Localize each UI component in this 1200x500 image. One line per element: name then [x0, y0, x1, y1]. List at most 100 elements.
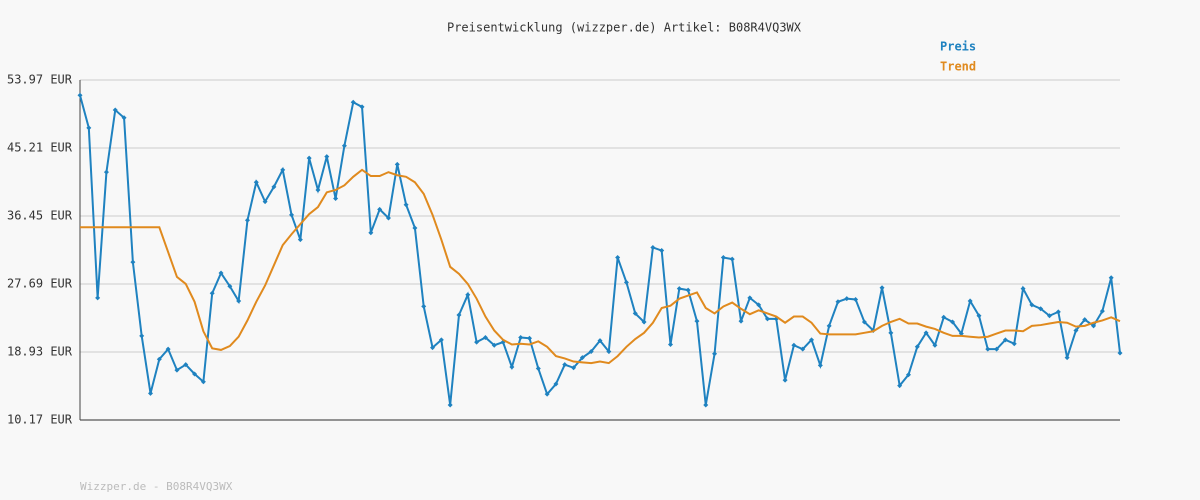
point	[1073, 327, 1079, 333]
point	[218, 270, 224, 276]
point	[597, 338, 603, 344]
point	[685, 287, 691, 293]
point	[1099, 308, 1105, 314]
point	[112, 107, 118, 113]
point	[606, 348, 612, 354]
point	[156, 356, 162, 362]
series-line	[79, 95, 1121, 406]
point	[174, 367, 180, 373]
point	[491, 342, 497, 348]
point	[1029, 302, 1035, 308]
point	[764, 316, 770, 322]
point	[650, 244, 656, 250]
point	[394, 161, 400, 167]
point	[368, 230, 374, 236]
series-line	[80, 168, 1121, 365]
point	[791, 342, 797, 348]
point	[341, 143, 347, 149]
point	[994, 346, 1000, 352]
point	[923, 330, 929, 336]
point	[465, 292, 471, 298]
y-tick-label: 53.97 EUR	[7, 73, 73, 87]
point	[1064, 355, 1070, 361]
point	[914, 344, 920, 350]
point	[297, 237, 303, 243]
point	[1046, 313, 1052, 319]
point	[526, 335, 532, 341]
point	[421, 303, 427, 309]
point	[817, 362, 823, 368]
point	[1020, 286, 1026, 292]
point	[729, 256, 735, 262]
point	[879, 285, 885, 291]
point	[809, 337, 815, 343]
point	[1011, 341, 1017, 347]
point	[703, 402, 709, 408]
point	[1038, 306, 1044, 312]
point	[518, 334, 524, 340]
point	[227, 283, 233, 289]
point	[200, 379, 206, 385]
point	[165, 346, 171, 352]
point	[835, 299, 841, 305]
point	[430, 345, 436, 351]
point	[958, 331, 964, 337]
point	[447, 402, 453, 408]
point	[941, 314, 947, 320]
point	[641, 319, 647, 325]
point	[897, 383, 903, 389]
point	[694, 318, 700, 324]
chart-title: Preisentwicklung (wizzper.de) Artikel: B…	[447, 21, 802, 35]
point	[615, 255, 621, 261]
point	[289, 212, 295, 218]
point	[280, 167, 286, 173]
y-tick-label: 10.17 EUR	[7, 413, 73, 427]
point	[456, 312, 462, 318]
point	[148, 390, 154, 396]
point	[103, 169, 109, 175]
point	[1002, 337, 1008, 343]
footer: Wizzper.de - B08R4VQ3WX	[80, 480, 233, 493]
point	[632, 310, 638, 316]
y-tick-label: 18.93 EUR	[7, 345, 73, 359]
point	[544, 391, 550, 397]
point	[668, 341, 674, 347]
point	[826, 323, 832, 329]
point	[377, 206, 383, 212]
point	[738, 318, 744, 324]
y-tick-label: 45.21 EUR	[7, 141, 73, 155]
point	[324, 154, 330, 160]
point	[333, 196, 339, 202]
point	[905, 372, 911, 378]
point	[756, 302, 762, 308]
point	[932, 342, 938, 348]
point	[844, 296, 850, 302]
point	[183, 362, 189, 368]
legend-label: Preis	[940, 40, 976, 54]
point	[853, 296, 859, 302]
point	[95, 295, 101, 301]
point	[509, 364, 515, 370]
point	[86, 125, 92, 131]
legend-label: Trend	[940, 60, 976, 74]
point	[861, 319, 867, 325]
point	[1091, 323, 1097, 329]
point	[985, 346, 991, 352]
point	[253, 179, 259, 185]
point	[976, 313, 982, 319]
point	[676, 286, 682, 292]
point	[800, 346, 806, 352]
point	[77, 92, 83, 98]
point	[782, 377, 788, 383]
point	[747, 295, 753, 301]
point	[262, 199, 268, 205]
point	[712, 351, 718, 357]
point	[359, 104, 365, 110]
point	[306, 155, 312, 161]
point	[720, 255, 726, 261]
y-tick-label: 27.69 EUR	[7, 277, 73, 291]
point	[271, 184, 277, 190]
point	[659, 248, 665, 254]
point	[236, 298, 242, 304]
point	[244, 217, 250, 223]
